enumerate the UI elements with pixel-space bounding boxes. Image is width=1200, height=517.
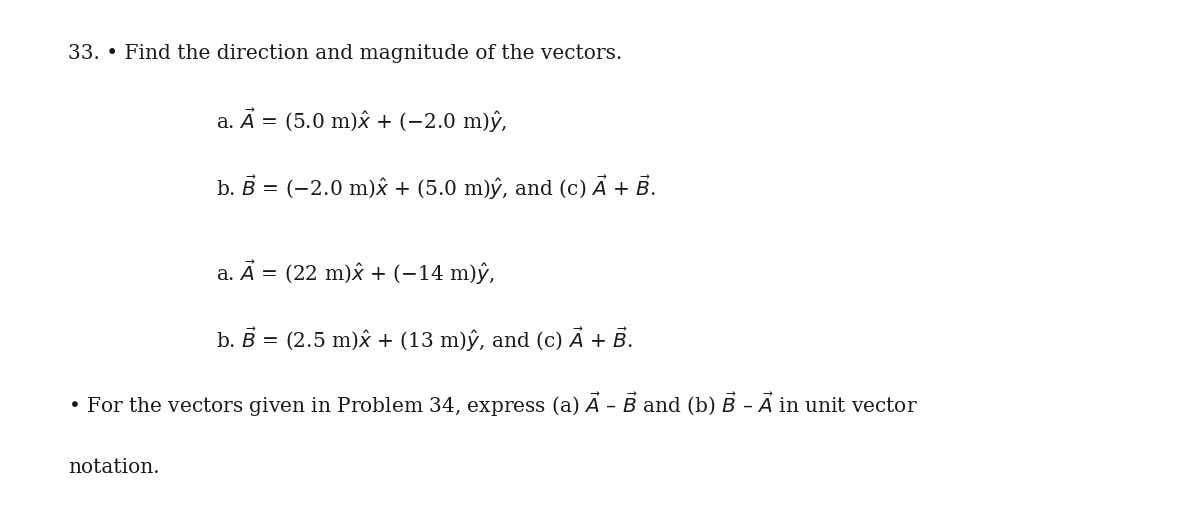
Text: • For the vectors given in Problem 34, express (a) $\vec{A}$ – $\vec{B}$ and (b): • For the vectors given in Problem 34, e… <box>68 390 918 419</box>
Text: 33. • Find the direction and magnitude of the vectors.: 33. • Find the direction and magnitude o… <box>68 44 623 63</box>
Text: notation.: notation. <box>68 458 160 477</box>
Text: b. $\vec{B}$ = (2.5 m)$\hat{x}$ + (13 m)$\hat{y}$, and (c) $\vec{A}$ + $\vec{B}$: b. $\vec{B}$ = (2.5 m)$\hat{x}$ + (13 m)… <box>216 326 632 354</box>
Text: b. $\vec{B}$ = ($-$2.0 m)$\hat{x}$ + (5.0 m)$\hat{y}$, and (c) $\vec{A}$ + $\vec: b. $\vec{B}$ = ($-$2.0 m)$\hat{x}$ + (5.… <box>216 173 656 202</box>
Text: a. $\vec{A}$ = (22 m)$\hat{x}$ + ($-$14 m)$\hat{y}$,: a. $\vec{A}$ = (22 m)$\hat{x}$ + ($-$14 … <box>216 258 494 287</box>
Text: a. $\vec{A}$ = (5.0 m)$\hat{x}$ + ($-$2.0 m)$\hat{y}$,: a. $\vec{A}$ = (5.0 m)$\hat{x}$ + ($-$2.… <box>216 106 508 134</box>
